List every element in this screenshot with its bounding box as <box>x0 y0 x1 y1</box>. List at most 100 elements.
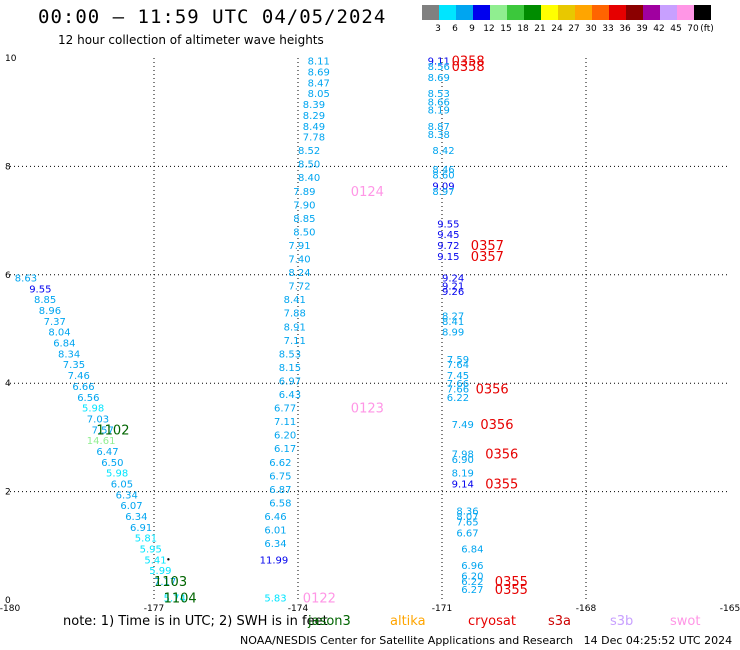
data-point-label: 5.95 <box>140 545 162 556</box>
data-point-label: 9.09 <box>432 181 454 192</box>
data-point-label: 9.26 <box>442 287 464 298</box>
y-tick-label: 0 <box>5 596 11 606</box>
data-point-label: 6.34 <box>125 512 147 523</box>
legend-item-jason3: jason3 <box>307 614 351 629</box>
data-point-label: 6.20 <box>461 572 483 583</box>
data-point-label: 8.85 <box>293 214 315 225</box>
data-point-label: 6.91 <box>130 523 152 534</box>
data-point-label: 8.53 <box>279 349 301 360</box>
data-point-label: 8.42 <box>432 146 454 157</box>
data-point-label: 6.66 <box>72 382 94 393</box>
data-point-label: 8.63 <box>15 274 37 285</box>
data-point-label: 6.58 <box>269 498 291 509</box>
data-point-label: 6.07 <box>120 501 142 512</box>
color-scale-label: 15 <box>500 24 511 34</box>
color-scale-label: 33 <box>602 24 613 34</box>
data-point-label: 6.43 <box>279 390 301 401</box>
x-tick-label: -171 <box>432 604 452 614</box>
data-point-label: 7.03 <box>87 414 109 425</box>
data-point-label: 7.89 <box>293 187 315 198</box>
pass-label: 0355 <box>495 583 528 598</box>
pass-label: 0357 <box>471 250 504 265</box>
data-point-label: 6.56 <box>77 393 99 404</box>
data-point-label: 8.38 <box>428 130 450 141</box>
data-point-label: 9.11 <box>428 57 450 68</box>
data-point-label: 8.40 <box>298 173 320 184</box>
pass-label: 0355 <box>485 477 518 492</box>
color-scale-swatch <box>422 5 439 20</box>
x-tick-label: -177 <box>144 604 164 614</box>
data-point-label: 8.41 <box>284 295 306 306</box>
data-point-label: 7.88 <box>284 309 306 320</box>
data-point-label: 7.59 <box>447 355 469 366</box>
legend-item-altika: altika <box>390 614 426 629</box>
data-point-label: 7.46 <box>68 371 90 382</box>
data-point-label: 8.66 <box>428 97 450 108</box>
data-point-label: 7.11 <box>274 417 296 428</box>
data-point-label: 7.90 <box>293 200 315 211</box>
data-point-label: 7.98 <box>452 450 474 461</box>
data-point-label: 6.77 <box>274 404 296 415</box>
y-tick-label: 8 <box>5 162 11 172</box>
pass-label: 0123 <box>351 402 384 417</box>
data-point-label: 7.64 <box>447 360 469 371</box>
color-scale-bar: 3 6 9 12 15 18 21 24 27 30 33 36 39 42 45 70 (ft) <box>422 5 714 34</box>
data-point-label: 8.97 <box>432 187 454 198</box>
data-point-label: 8.39 <box>303 100 325 111</box>
data-point-label: 6.50 <box>101 458 123 469</box>
color-scale-swatch <box>677 5 694 20</box>
data-point-label: 5.41 <box>144 555 166 566</box>
color-scale-label: 18 <box>517 24 529 34</box>
data-point-label: 8.52 <box>298 146 320 157</box>
plot-grid <box>10 58 730 600</box>
data-point-label: 5.74 <box>164 593 186 604</box>
color-scale-swatch <box>473 5 490 20</box>
data-point-label: 8.50 <box>298 160 320 171</box>
color-scale-label: 12 <box>483 24 494 34</box>
data-point-label: 8.69 <box>308 68 330 79</box>
color-scale-swatch <box>507 5 524 20</box>
data-point-label: 5.81 <box>135 534 157 545</box>
data-point-label: 9.72 <box>437 241 459 252</box>
data-point-label: 6.96 <box>461 561 483 572</box>
pass-label: 1104 <box>164 591 197 606</box>
pass-label: 0356 <box>476 383 509 398</box>
color-scale-label: 6 <box>452 24 458 34</box>
legend-item-swot: swot <box>670 614 700 629</box>
data-point-label: 9.55 <box>437 219 459 230</box>
data-point-label: 5.83 <box>264 593 286 604</box>
color-scale-label: 45 <box>670 24 681 34</box>
color-scale-label: 27 <box>568 24 579 34</box>
color-scale-swatch <box>592 5 609 20</box>
color-scale-swatch <box>456 5 473 20</box>
data-point-label: 7.66 <box>447 385 469 396</box>
page-title: 00:00 – 11:59 UTC 04/05/2024 <box>38 6 387 28</box>
color-scale-swatch <box>609 5 626 20</box>
data-point-label: 8.11 <box>308 57 330 68</box>
data-point-label: 7.65 <box>456 517 478 528</box>
x-tick-label: -180 <box>0 604 20 614</box>
data-point-label: 8.19 <box>452 469 474 480</box>
data-point-label: 5.99 <box>149 566 171 577</box>
color-scale-label: 24 <box>551 24 563 34</box>
note-text: note: 1) Time is in UTC; 2) SWH is in fe… <box>63 614 328 629</box>
color-scale-swatch <box>626 5 643 20</box>
data-point-label: 8.34 <box>58 349 80 360</box>
color-scale-label: 36 <box>619 24 631 34</box>
data-point-label: 6.27 <box>461 585 483 596</box>
data-point-label: 6.34 <box>264 539 286 550</box>
data-point-label: 8.36 <box>456 507 478 518</box>
y-tick-label: 4 <box>5 379 11 389</box>
data-point-label: 8.56 <box>428 62 450 73</box>
axis-ticks: -180 -177 -174 -171 -168 -165 0 2 4 6 8 10 <box>0 54 740 614</box>
data-point-label: 6.34 <box>116 490 138 501</box>
data-point-label: 9.21 <box>442 282 464 293</box>
data-point-label: 8.69 <box>428 73 450 84</box>
data-point-label: 9.15 <box>437 252 459 263</box>
color-scale-swatch <box>524 5 541 20</box>
pass-label: 0356 <box>480 418 513 433</box>
data-point-label: 9.24 <box>442 274 464 285</box>
legend-item-s3b: s3b <box>610 614 633 629</box>
